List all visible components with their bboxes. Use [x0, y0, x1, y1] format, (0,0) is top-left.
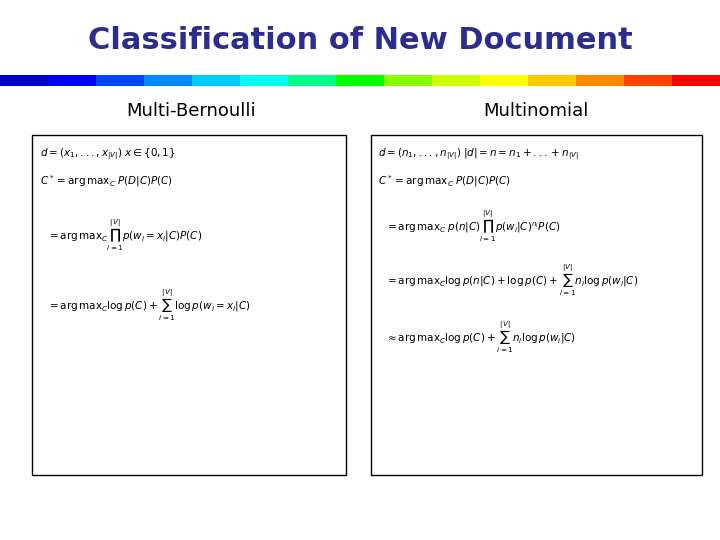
Bar	[480, 75, 528, 86]
Text: Multinomial: Multinomial	[484, 102, 589, 120]
Bar	[576, 75, 624, 86]
Text: $= \mathrm{arg\,max}_C \log p(C) + \sum_{i=1}^{|V|} \log p(w_i = x_i | C)$: $= \mathrm{arg\,max}_C \log p(C) + \sum_…	[47, 287, 251, 323]
Text: $= \mathrm{arg\,max}_C \log p(n|C) + \log p(C) + \sum_{i=1}^{|V|} n_i \log p(w_i: $= \mathrm{arg\,max}_C \log p(n|C) + \lo…	[385, 263, 639, 299]
Bar	[384, 75, 432, 86]
Bar	[288, 75, 336, 86]
Bar	[240, 75, 288, 86]
Bar	[371, 135, 702, 475]
Text: $\approx \mathrm{arg\,max}_C \log p(C) + \sum_{i=1}^{|V|} n_i \log p(w_i|C)$: $\approx \mathrm{arg\,max}_C \log p(C) +…	[385, 320, 576, 355]
Bar	[144, 75, 192, 86]
Bar	[624, 75, 672, 86]
Bar	[32, 135, 346, 475]
Bar	[96, 75, 144, 86]
Bar	[672, 75, 720, 86]
Text: $d = (x_1,...,x_{|V|}) \;  x \in \{0,1\}$: $d = (x_1,...,x_{|V|}) \; x \in \{0,1\}$	[40, 146, 176, 162]
Text: Multi-Bernoulli: Multi-Bernoulli	[126, 102, 256, 120]
Bar	[192, 75, 240, 86]
Bar	[336, 75, 384, 86]
Text: $= \mathrm{arg\,max}_C \; p(n|C) \prod_{i=1}^{|V|} p(w_i|C)^{n_i} P(C)$: $= \mathrm{arg\,max}_C \; p(n|C) \prod_{…	[385, 209, 561, 245]
Text: $= \mathrm{arg\,max}_C \prod_{i=1}^{|V|} p(w_i = x_i | C) P(C)$: $= \mathrm{arg\,max}_C \prod_{i=1}^{|V|}…	[47, 217, 202, 253]
Text: $d = (n_1,...,n_{|V|}) \; |d| = n = n_1 + ... + n_{|V|}$: $d = (n_1,...,n_{|V|}) \; |d| = n = n_1 …	[378, 146, 579, 162]
Text: Classification of New Document: Classification of New Document	[88, 26, 632, 55]
Bar	[432, 75, 480, 86]
Text: $C^* = \mathrm{arg\,max}_C \; P(D|C)P(C)$: $C^* = \mathrm{arg\,max}_C \; P(D|C)P(C)…	[378, 173, 511, 189]
Bar	[0, 75, 48, 86]
Bar	[528, 75, 576, 86]
Bar	[48, 75, 96, 86]
Text: $C^* = \mathrm{arg\,max}_C \; P(D|C)P(C)$: $C^* = \mathrm{arg\,max}_C \; P(D|C)P(C)…	[40, 173, 173, 189]
